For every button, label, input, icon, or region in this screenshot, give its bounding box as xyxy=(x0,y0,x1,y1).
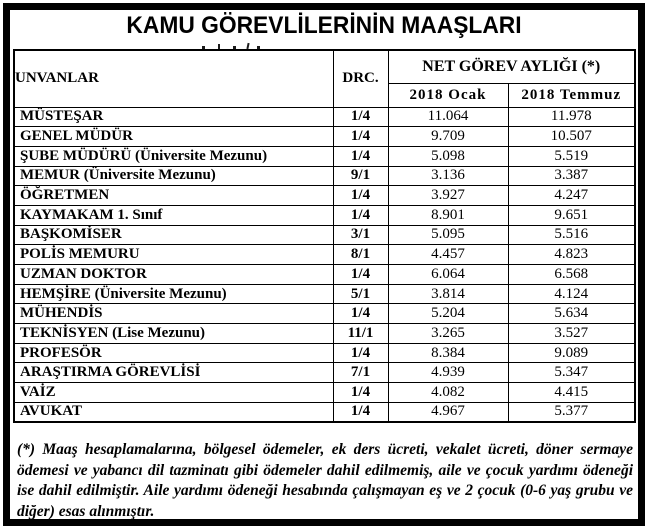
table-cell-drc: 7/1 xyxy=(332,362,389,384)
table-row: BAŞKOMİSER 3/1 5.095 5.516 xyxy=(13,224,636,246)
table-row: UZMAN DOKTOR 1/4 6.064 6.568 xyxy=(13,264,636,285)
table-cell-ocak: 8.384 xyxy=(387,342,509,364)
table-cell-temmuz: 10.507 xyxy=(507,126,636,147)
column-header-2018-temmuz: 2018 Temmuz xyxy=(507,82,636,108)
table-cell-ocak: 8.901 xyxy=(387,204,509,226)
table-cell-ocak: 4.082 xyxy=(387,382,509,403)
table-cell-temmuz: 3.527 xyxy=(507,323,636,344)
table-cell-unvan: KAYMAKAM 1. Sınıf xyxy=(13,204,334,226)
table-cell-ocak: 4.457 xyxy=(387,244,509,265)
table-cell-temmuz: 9.651 xyxy=(507,204,636,226)
table-header: UNVANLAR DRC. NET GÖREV AYLIĞI (*) 2018 … xyxy=(13,49,636,108)
table-cell-unvan: BAŞKOMİSER xyxy=(13,224,334,246)
table-row: PROFESÖR 1/4 8.384 9.089 xyxy=(13,342,636,364)
fragment-mark xyxy=(202,46,205,49)
table-cell-unvan: TEKNİSYEN (Lise Mezunu) xyxy=(13,323,334,344)
fragment-mark xyxy=(218,44,220,49)
table-cell-ocak: 11.064 xyxy=(387,106,509,128)
table-cell-drc: 3/1 xyxy=(332,224,389,246)
table-cell-ocak: 4.939 xyxy=(387,362,509,384)
table-cell-unvan: HEMŞİRE (Üniversite Mezunu) xyxy=(13,283,334,305)
footnote: (*) Maaş hesaplamalarına, bölgesel ödeme… xyxy=(17,441,633,520)
table-cell-drc: 8/1 xyxy=(332,244,389,265)
table-row: MÜHENDİS 1/4 5.204 5.634 xyxy=(13,303,636,325)
column-header-net-gorev-ayligi: NET GÖREV AYLIĞI (*) xyxy=(387,49,636,84)
table-cell-unvan: AVUKAT xyxy=(13,401,334,423)
fragment-mark xyxy=(233,46,236,49)
table-row: ARAŞTIRMA GÖREVLİSİ 7/1 4.939 5.347 xyxy=(13,362,636,384)
table-cell-ocak: 5.204 xyxy=(387,303,509,325)
table-cell-temmuz: 4.124 xyxy=(507,283,636,305)
column-header-unvanlar: UNVANLAR xyxy=(13,49,334,108)
table-cell-ocak: 3.136 xyxy=(387,165,509,187)
table-cell-drc: 1/4 xyxy=(332,264,389,285)
table-cell-unvan: MÜSTEŞAR xyxy=(13,106,334,128)
table-cell-temmuz: 4.823 xyxy=(507,244,636,265)
table-cell-unvan: MÜHENDİS xyxy=(13,303,334,325)
table-row: VAİZ 1/4 4.082 4.415 xyxy=(13,382,636,403)
table-cell-drc: 1/4 xyxy=(332,382,389,403)
table-cell-drc: 1/4 xyxy=(332,106,389,128)
table-row: HEMŞİRE (Üniversite Mezunu) 5/1 3.814 4.124 xyxy=(13,283,636,305)
table-row: MEMUR (Üniversite Mezunu) 9/1 3.136 3.387 xyxy=(13,165,636,187)
table-cell-unvan: ÖĞRETMEN xyxy=(13,185,334,206)
table-cell-temmuz: 11.978 xyxy=(507,106,636,128)
table-row: KAYMAKAM 1. Sınıf 1/4 8.901 9.651 xyxy=(13,204,636,226)
outer-frame: KAMU GÖREVLİLERİNİN MAAŞLARI UNVANLAR DR… xyxy=(3,3,645,526)
table-cell-unvan: ŞUBE MÜDÜRÜ (Üniversite Mezunu) xyxy=(13,145,334,167)
table-cell-ocak: 3.927 xyxy=(387,185,509,206)
table-row: ÖĞRETMEN 1/4 3.927 4.247 xyxy=(13,185,636,206)
table-body: MÜSTEŞAR 1/4 11.064 11.978 GENEL MÜDÜR 1/4 9.7… xyxy=(13,106,636,423)
table-cell-unvan: POLİS MEMURU xyxy=(13,244,334,265)
table-cell-ocak: 4.967 xyxy=(387,401,509,423)
table-cell-drc: 5/1 xyxy=(332,283,389,305)
table-cell-temmuz: 5.519 xyxy=(507,145,636,167)
table-row: MÜSTEŞAR 1/4 11.064 11.978 xyxy=(13,106,636,128)
table-cell-unvan: GENEL MÜDÜR xyxy=(13,126,334,147)
table-cell-unvan: PROFESÖR xyxy=(13,342,334,364)
table-cell-drc: 1/4 xyxy=(332,204,389,226)
table-cell-unvan: VAİZ xyxy=(13,382,334,403)
table-cell-ocak: 5.098 xyxy=(387,145,509,167)
column-header-drc: DRC. xyxy=(332,49,389,108)
table-cell-ocak: 3.814 xyxy=(387,283,509,305)
table-cell-drc: 11/1 xyxy=(332,323,389,344)
table-cell-temmuz: 5.347 xyxy=(507,362,636,384)
table-cell-temmuz: 5.377 xyxy=(507,401,636,423)
table-cell-drc: 9/1 xyxy=(332,165,389,187)
table-cell-drc: 1/4 xyxy=(332,185,389,206)
table-cell-drc: 1/4 xyxy=(332,342,389,364)
column-header-2018-ocak: 2018 Ocak xyxy=(387,82,509,108)
table-cell-temmuz: 5.634 xyxy=(507,303,636,325)
table-cell-temmuz: 6.568 xyxy=(507,264,636,285)
table-cell-ocak: 5.095 xyxy=(387,224,509,246)
table-cell-drc: 1/4 xyxy=(332,126,389,147)
table-cell-unvan: UZMAN DOKTOR xyxy=(13,264,334,285)
table-cell-temmuz: 5.516 xyxy=(507,224,636,246)
table-cell-temmuz: 4.247 xyxy=(507,185,636,206)
table-row: GENEL MÜDÜR 1/4 9.709 10.507 xyxy=(13,126,636,147)
table-cell-ocak: 3.265 xyxy=(387,323,509,344)
table-cell-unvan: MEMUR (Üniversite Mezunu) xyxy=(13,165,334,187)
table-cell-temmuz: 4.415 xyxy=(507,382,636,403)
table-cell-drc: 1/4 xyxy=(332,401,389,423)
fragment-mark xyxy=(257,46,260,49)
table-cell-ocak: 9.709 xyxy=(387,126,509,147)
salary-table: UNVANLAR DRC. NET GÖREV AYLIĞI (*) 2018 … xyxy=(13,49,637,423)
table-cell-unvan: ARAŞTIRMA GÖREVLİSİ xyxy=(13,362,334,384)
table-cell-drc: 1/4 xyxy=(332,145,389,167)
table-cell-drc: 1/4 xyxy=(332,303,389,325)
page-title: KAMU GÖREVLİLERİNİN MAAŞLARI xyxy=(126,12,522,39)
table-cell-ocak: 6.064 xyxy=(387,264,509,285)
table-row: TEKNİSYEN (Lise Mezunu) 11/1 3.265 3.527 xyxy=(13,323,636,344)
table-row: AVUKAT 1/4 4.967 5.377 xyxy=(13,401,636,423)
table-row: POLİS MEMURU 8/1 4.457 4.823 xyxy=(13,244,636,265)
table-cell-temmuz: 3.387 xyxy=(507,165,636,187)
table-row: ŞUBE MÜDÜRÜ (Üniversite Mezunu) 1/4 5.098 5… xyxy=(13,145,636,167)
table-cell-temmuz: 9.089 xyxy=(507,342,636,364)
